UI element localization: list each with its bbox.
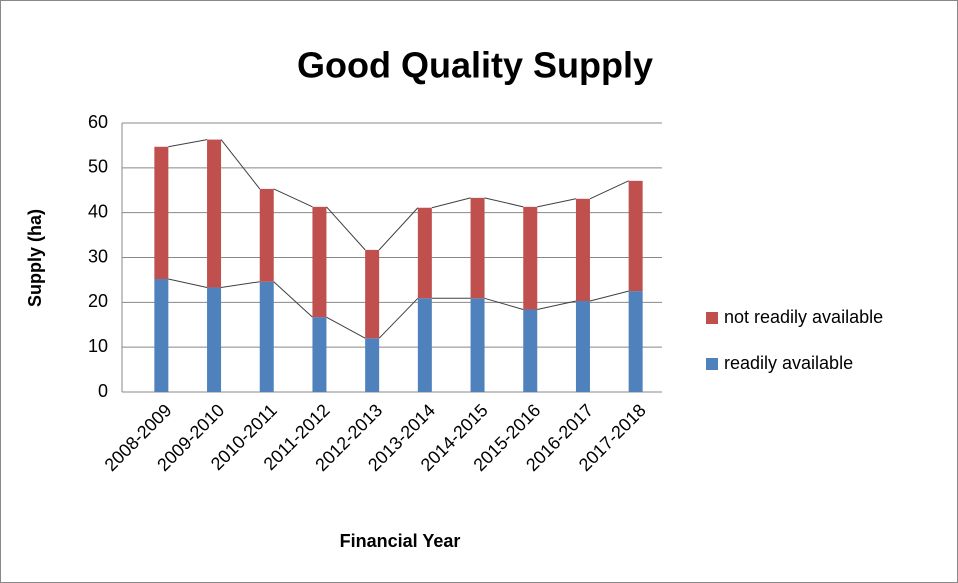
bar-segment [628, 291, 643, 392]
bar-segment [523, 206, 538, 310]
bar-segment [417, 207, 432, 299]
y-tick-label: 30 [88, 246, 108, 266]
series-line [589, 180, 629, 200]
x-axis-label: Financial Year [340, 531, 461, 551]
bar-segment [312, 206, 327, 318]
series-line [431, 197, 471, 209]
series-line [273, 281, 313, 318]
bar-segment [259, 281, 274, 392]
bar-segment [470, 197, 485, 299]
bar-segment [154, 146, 169, 280]
bar-segment [312, 317, 327, 392]
series-line [273, 188, 313, 208]
legend-swatch [706, 358, 718, 370]
bar-segment [365, 338, 380, 392]
y-tick-label: 20 [88, 291, 108, 311]
legend-label: not readily available [724, 307, 883, 327]
y-tick-label: 10 [88, 336, 108, 356]
bar-segment [207, 139, 222, 288]
series-line [326, 206, 366, 251]
y-tick-label: 0 [98, 381, 108, 401]
bar-segment [575, 198, 590, 301]
bar-segment [417, 298, 432, 392]
y-tick-label: 40 [88, 201, 108, 221]
series-line [168, 278, 208, 289]
series-line [484, 297, 524, 310]
series-line [326, 316, 366, 339]
series-line [537, 198, 577, 208]
bar-segment [575, 300, 590, 392]
bar-segment [523, 309, 538, 392]
legend-swatch [706, 312, 718, 324]
series-line [220, 139, 261, 190]
bar-segment [154, 279, 169, 392]
bar-segment [470, 298, 485, 392]
series-line [484, 197, 524, 208]
bar-segment [628, 180, 643, 292]
series-line [168, 139, 208, 148]
chart-title: Good Quality Supply [297, 45, 653, 86]
legend-label: readily available [724, 353, 853, 373]
series-line [589, 290, 629, 302]
series-line [378, 207, 419, 251]
series-line [537, 300, 577, 310]
y-tick-label: 50 [88, 157, 108, 177]
bar-segment [207, 287, 222, 392]
y-axis-label: Supply (ha) [25, 209, 45, 307]
series-line [378, 297, 419, 339]
bar-segment [259, 188, 274, 282]
bar-segment [365, 249, 380, 339]
series-line [220, 281, 260, 289]
y-tick-label: 60 [88, 112, 108, 132]
